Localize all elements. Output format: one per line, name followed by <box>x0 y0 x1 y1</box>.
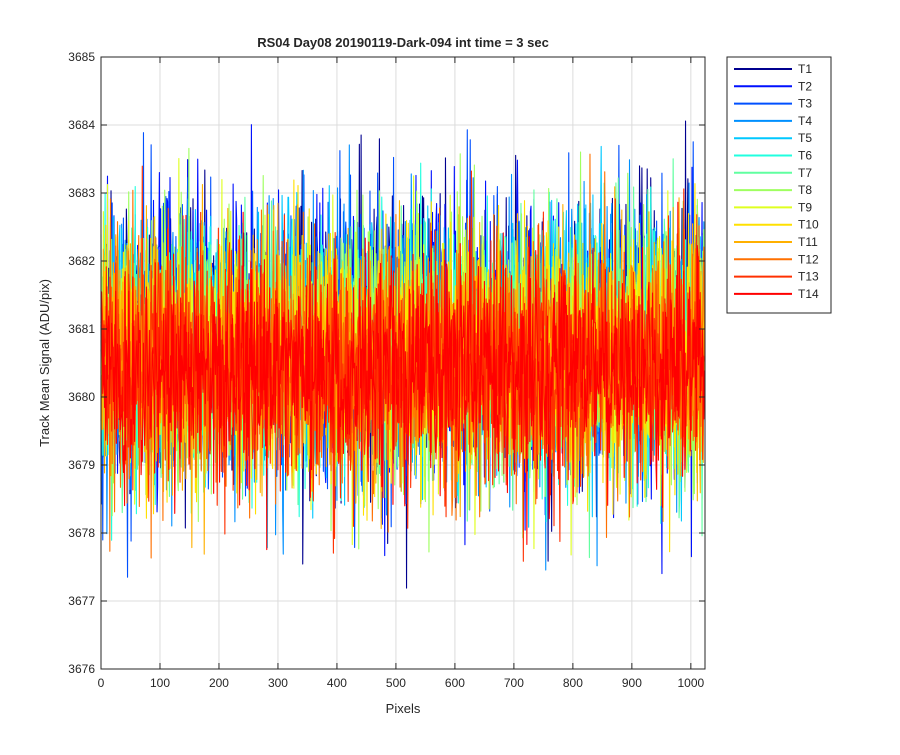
chart-title: RS04 Day08 20190119-Dark-094 int time = … <box>257 35 549 50</box>
legend-label-t9: T9 <box>798 200 812 214</box>
legend-label-t11: T11 <box>798 235 818 249</box>
y-tick-label: 3685 <box>68 50 95 64</box>
legend-label-t4: T4 <box>798 114 812 128</box>
legend-label-t14: T14 <box>798 287 819 301</box>
legend-label-t10: T10 <box>798 218 819 232</box>
x-tick-label: 500 <box>386 676 406 690</box>
y-tick-label: 3679 <box>68 458 95 472</box>
x-axis-label: Pixels <box>386 701 421 716</box>
y-tick-label: 3681 <box>68 322 95 336</box>
legend-label-t13: T13 <box>798 270 819 284</box>
y-tick-label: 3684 <box>68 118 95 132</box>
y-tick-label: 3680 <box>68 390 95 404</box>
series-layer <box>100 120 705 589</box>
legend-box <box>726 56 832 314</box>
x-tick-label: 300 <box>268 676 288 690</box>
y-tick-label: 3683 <box>68 186 95 200</box>
x-tick-label: 400 <box>327 676 347 690</box>
plot-frame <box>100 56 706 670</box>
legend-label-t5: T5 <box>798 131 812 145</box>
legend-label-t8: T8 <box>798 183 812 197</box>
x-tick-label: 0 <box>98 676 105 690</box>
y-axis-label: Track Mean Signal (ADU/pix) <box>37 279 52 447</box>
legend-label-t1: T1 <box>798 62 812 76</box>
x-tick-label: 900 <box>622 676 642 690</box>
series-line-t14 <box>100 201 705 551</box>
x-tick-label: 100 <box>150 676 170 690</box>
y-tick-label: 3678 <box>68 526 95 540</box>
x-tick-label: 700 <box>504 676 524 690</box>
legend-label-t6: T6 <box>798 149 812 163</box>
legend-label-t2: T2 <box>798 79 812 93</box>
x-tick-label: 800 <box>563 676 583 690</box>
legend-label-t3: T3 <box>798 97 812 111</box>
y-ticks: 3676 3677 3678 3679 3680 3681 3682 3683 3684 3685 <box>68 50 705 676</box>
x-tick-label: 600 <box>445 676 465 690</box>
legend: T1 T2 T3 T4 T5 T6 T7 T8 T9 T10 T11 T12 T13 T14 <box>726 56 832 314</box>
y-tick-label: 3677 <box>68 594 95 608</box>
legend-label-t12: T12 <box>798 252 819 266</box>
x-tick-label: 1000 <box>677 676 704 690</box>
x-tick-label: 200 <box>209 676 229 690</box>
legend-label-t7: T7 <box>798 166 812 180</box>
y-tick-label: 3682 <box>68 254 95 268</box>
x-ticks: 0 100 200 300 400 500 600 700 800 900 1000 <box>98 57 705 690</box>
y-tick-label: 3676 <box>68 662 95 676</box>
